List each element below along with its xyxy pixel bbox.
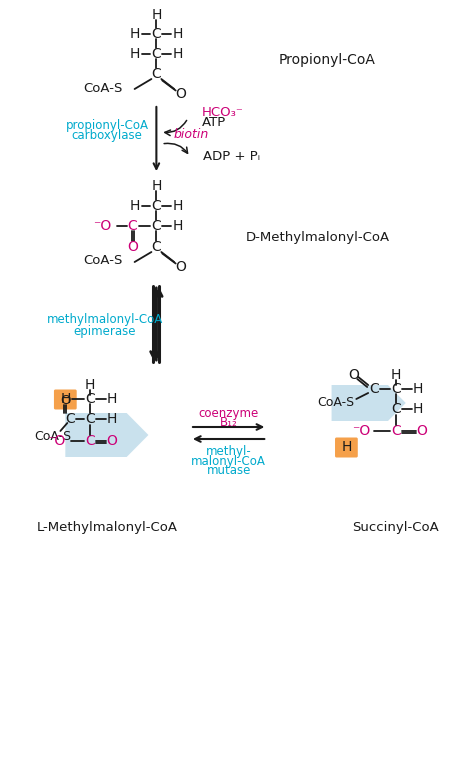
- Text: CoA-S: CoA-S: [34, 431, 71, 443]
- Text: carboxylase: carboxylase: [72, 130, 142, 143]
- Text: H: H: [130, 27, 140, 41]
- Text: coenzyme: coenzyme: [198, 406, 259, 419]
- Text: Propionyl-CoA: Propionyl-CoA: [279, 53, 376, 67]
- Text: CoA-S: CoA-S: [83, 82, 123, 95]
- Text: O: O: [176, 87, 187, 101]
- Text: C: C: [85, 412, 95, 426]
- Text: H: H: [173, 27, 183, 41]
- Text: H: H: [391, 368, 401, 382]
- Text: HCO₃⁻: HCO₃⁻: [202, 105, 244, 118]
- Text: C: C: [152, 47, 161, 61]
- Text: H: H: [130, 47, 140, 61]
- Text: L-Methylmalonyl-CoA: L-Methylmalonyl-CoA: [36, 522, 177, 534]
- Polygon shape: [65, 413, 148, 457]
- Text: H: H: [173, 47, 183, 61]
- Text: C: C: [128, 219, 138, 233]
- Text: ADP + Pᵢ: ADP + Pᵢ: [203, 151, 260, 164]
- Text: biotin: biotin: [173, 129, 208, 142]
- Polygon shape: [332, 385, 406, 421]
- Text: C: C: [152, 199, 161, 213]
- Text: H: H: [107, 412, 117, 426]
- Text: H: H: [130, 199, 140, 213]
- Text: propionyl-CoA: propionyl-CoA: [65, 120, 148, 133]
- Text: CoA-S: CoA-S: [317, 396, 354, 409]
- Text: H: H: [341, 440, 351, 454]
- Text: C: C: [65, 412, 75, 426]
- Text: H: H: [413, 382, 423, 396]
- Text: H: H: [60, 392, 71, 406]
- Text: O: O: [127, 240, 138, 254]
- Text: D-Methylmalonyl-CoA: D-Methylmalonyl-CoA: [245, 230, 390, 243]
- Text: H: H: [173, 199, 183, 213]
- Text: ⁻O: ⁻O: [47, 434, 65, 448]
- FancyBboxPatch shape: [335, 437, 358, 458]
- Text: C: C: [152, 27, 161, 41]
- Text: Succinyl-CoA: Succinyl-CoA: [352, 522, 439, 534]
- Text: epimerase: epimerase: [74, 324, 136, 337]
- Text: C: C: [85, 392, 95, 406]
- Text: C: C: [391, 402, 401, 416]
- Text: H: H: [173, 219, 183, 233]
- Text: malonyl-CoA: malonyl-CoA: [191, 455, 266, 468]
- Text: O: O: [60, 394, 71, 408]
- Text: methyl-: methyl-: [206, 444, 252, 458]
- FancyBboxPatch shape: [54, 390, 76, 409]
- Text: C: C: [152, 240, 161, 254]
- Text: ⁻O: ⁻O: [352, 424, 370, 438]
- Text: C: C: [391, 382, 401, 396]
- Text: C: C: [85, 434, 95, 448]
- Text: methylmalonyl-CoA: methylmalonyl-CoA: [47, 314, 163, 327]
- Text: O: O: [348, 368, 359, 382]
- Text: C: C: [391, 424, 401, 438]
- Text: B₁₂: B₁₂: [220, 416, 238, 430]
- Text: O: O: [416, 424, 427, 438]
- Text: H: H: [151, 179, 162, 193]
- Text: O: O: [106, 434, 117, 448]
- Text: H: H: [151, 8, 162, 22]
- Text: C: C: [152, 219, 161, 233]
- Text: C: C: [369, 382, 379, 396]
- Text: H: H: [107, 392, 117, 406]
- Text: C: C: [152, 67, 161, 81]
- Text: ATP: ATP: [202, 117, 226, 130]
- Text: H: H: [85, 378, 95, 392]
- Text: mutase: mutase: [207, 465, 251, 478]
- Text: H: H: [413, 402, 423, 416]
- Text: ⁻O: ⁻O: [93, 219, 111, 233]
- Text: O: O: [176, 260, 187, 274]
- Text: CoA-S: CoA-S: [83, 255, 123, 268]
